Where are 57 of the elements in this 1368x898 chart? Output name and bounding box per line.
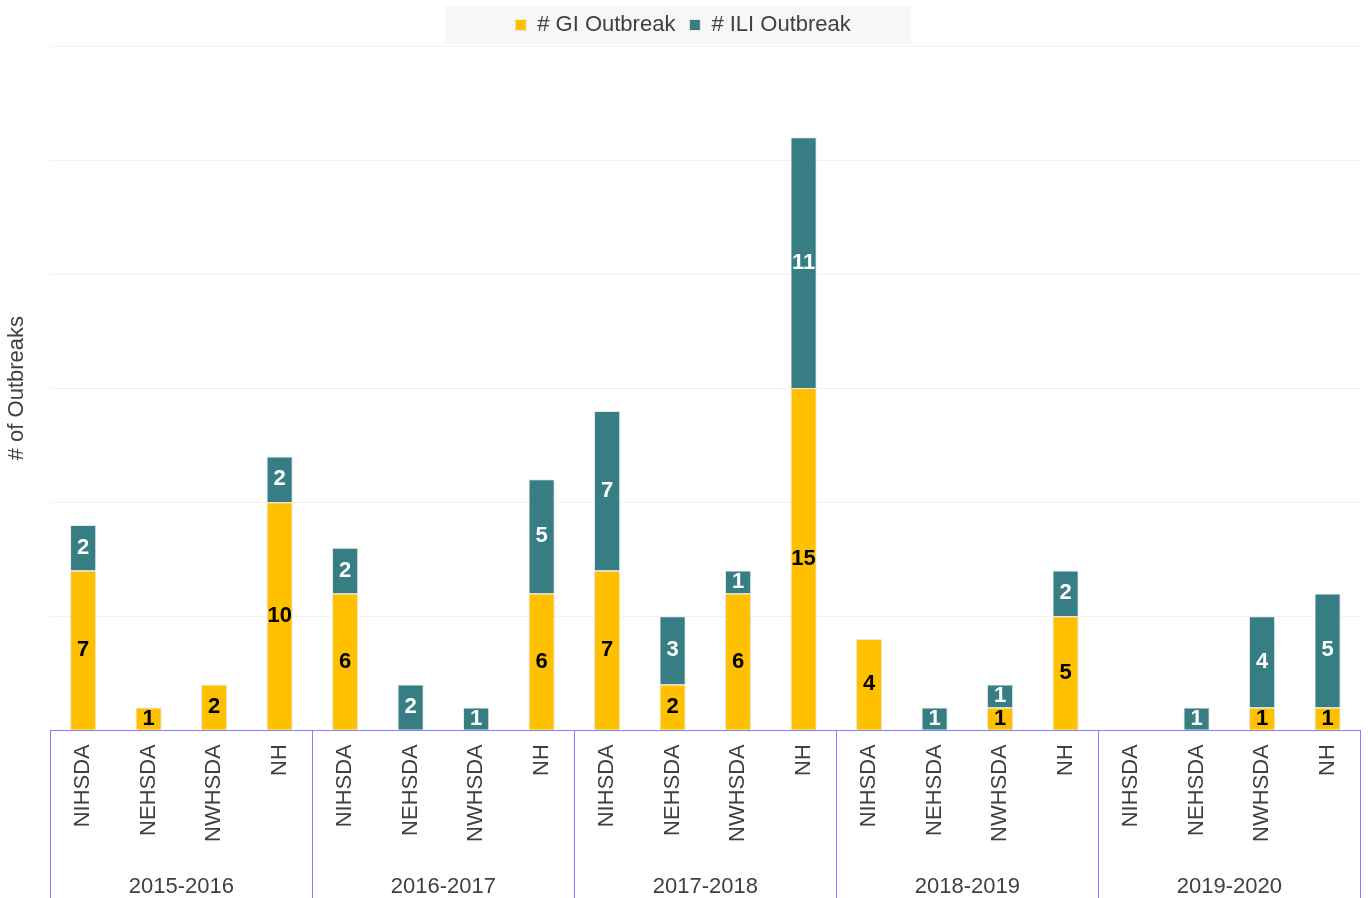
x-tick-label: NEHSDA (920, 743, 946, 836)
x-tick-label: NH (527, 744, 553, 777)
x-tick-label: NEHSDA (658, 743, 684, 836)
x-tick-label: NWHSDA (724, 743, 750, 843)
data-label: 5 (535, 522, 548, 548)
data-label: 1 (928, 704, 941, 730)
data-label: 3 (666, 636, 679, 662)
data-label: 6 (731, 647, 745, 673)
x-tick-label: NWHSDA (986, 743, 1012, 843)
data-label: 6 (535, 647, 548, 673)
x-tick-label: NH (265, 744, 291, 777)
data-label: 10 (267, 602, 292, 627)
x-tick-label: NWHSDA (462, 743, 488, 843)
data-label: 7 (600, 476, 614, 502)
text: 2015-2016 (128, 873, 234, 898)
data-label: 7 (77, 636, 90, 662)
data-label: 7 (600, 636, 614, 662)
x-tick-label: NIHSDA (69, 743, 95, 828)
text: 2019-2020 (1176, 873, 1282, 898)
y-axis-title: # of Outbreaks (3, 315, 29, 461)
x-tick-label: NH (1051, 744, 1077, 777)
data-label: 2 (1059, 579, 1072, 605)
data-label: 1 (1190, 704, 1203, 730)
data-label: 5 (1059, 659, 1072, 685)
data-label: 5 (1321, 636, 1334, 662)
text: 2016-2017 (390, 873, 496, 898)
data-label: 2 (666, 693, 679, 719)
data-label: 2 (208, 693, 221, 719)
data-label: 1 (469, 704, 483, 730)
x-tick-label: NH (1313, 744, 1339, 777)
text: 2017-2018 (652, 873, 758, 898)
x-tick-label: NH (789, 744, 815, 777)
data-label: 1 (1255, 704, 1269, 730)
data-label: 2 (404, 693, 417, 719)
legend-label: # GI Outbreak (537, 11, 677, 37)
data-label: 4 (862, 670, 876, 696)
data-label: 11 (791, 248, 816, 274)
data-label: 1 (731, 568, 745, 594)
text: 2018-2019 (914, 873, 1020, 898)
data-label: 6 (339, 647, 352, 673)
x-tick-label: NWHSDA (1248, 743, 1274, 843)
x-tick-label: NIHSDA (1117, 743, 1143, 828)
x-tick-label: NIHSDA (331, 743, 357, 828)
data-label: 2 (339, 556, 352, 582)
data-label: 1 (142, 704, 155, 730)
x-tick-label: NEHSDA (396, 743, 422, 836)
data-label: 2 (77, 533, 90, 559)
data-label: 4 (1255, 647, 1269, 673)
legend-label: # ILI Outbreak (711, 11, 852, 37)
x-tick-label: NEHSDA (1182, 743, 1208, 836)
data-label: 2 (273, 465, 286, 491)
x-tick-label: NIHSDA (593, 743, 619, 828)
data-label: 1 (1321, 704, 1334, 730)
x-tick-label: NEHSDA (134, 743, 160, 836)
x-tick-label: NIHSDA (855, 743, 881, 828)
data-label: 15 (791, 544, 816, 570)
x-tick-label: NWHSDA (200, 743, 226, 843)
